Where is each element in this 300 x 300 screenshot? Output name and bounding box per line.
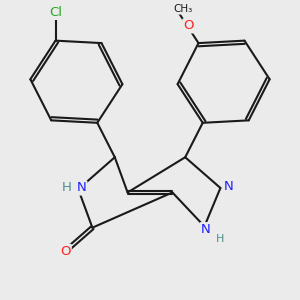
Text: Cl: Cl [49, 6, 62, 19]
Text: H: H [62, 182, 72, 194]
Text: N: N [224, 180, 234, 193]
Text: H: H [216, 234, 224, 244]
Text: N: N [201, 223, 211, 236]
Text: O: O [60, 245, 71, 258]
Text: O: O [183, 20, 194, 32]
Text: CH₃: CH₃ [173, 4, 192, 14]
Text: N: N [76, 182, 86, 194]
